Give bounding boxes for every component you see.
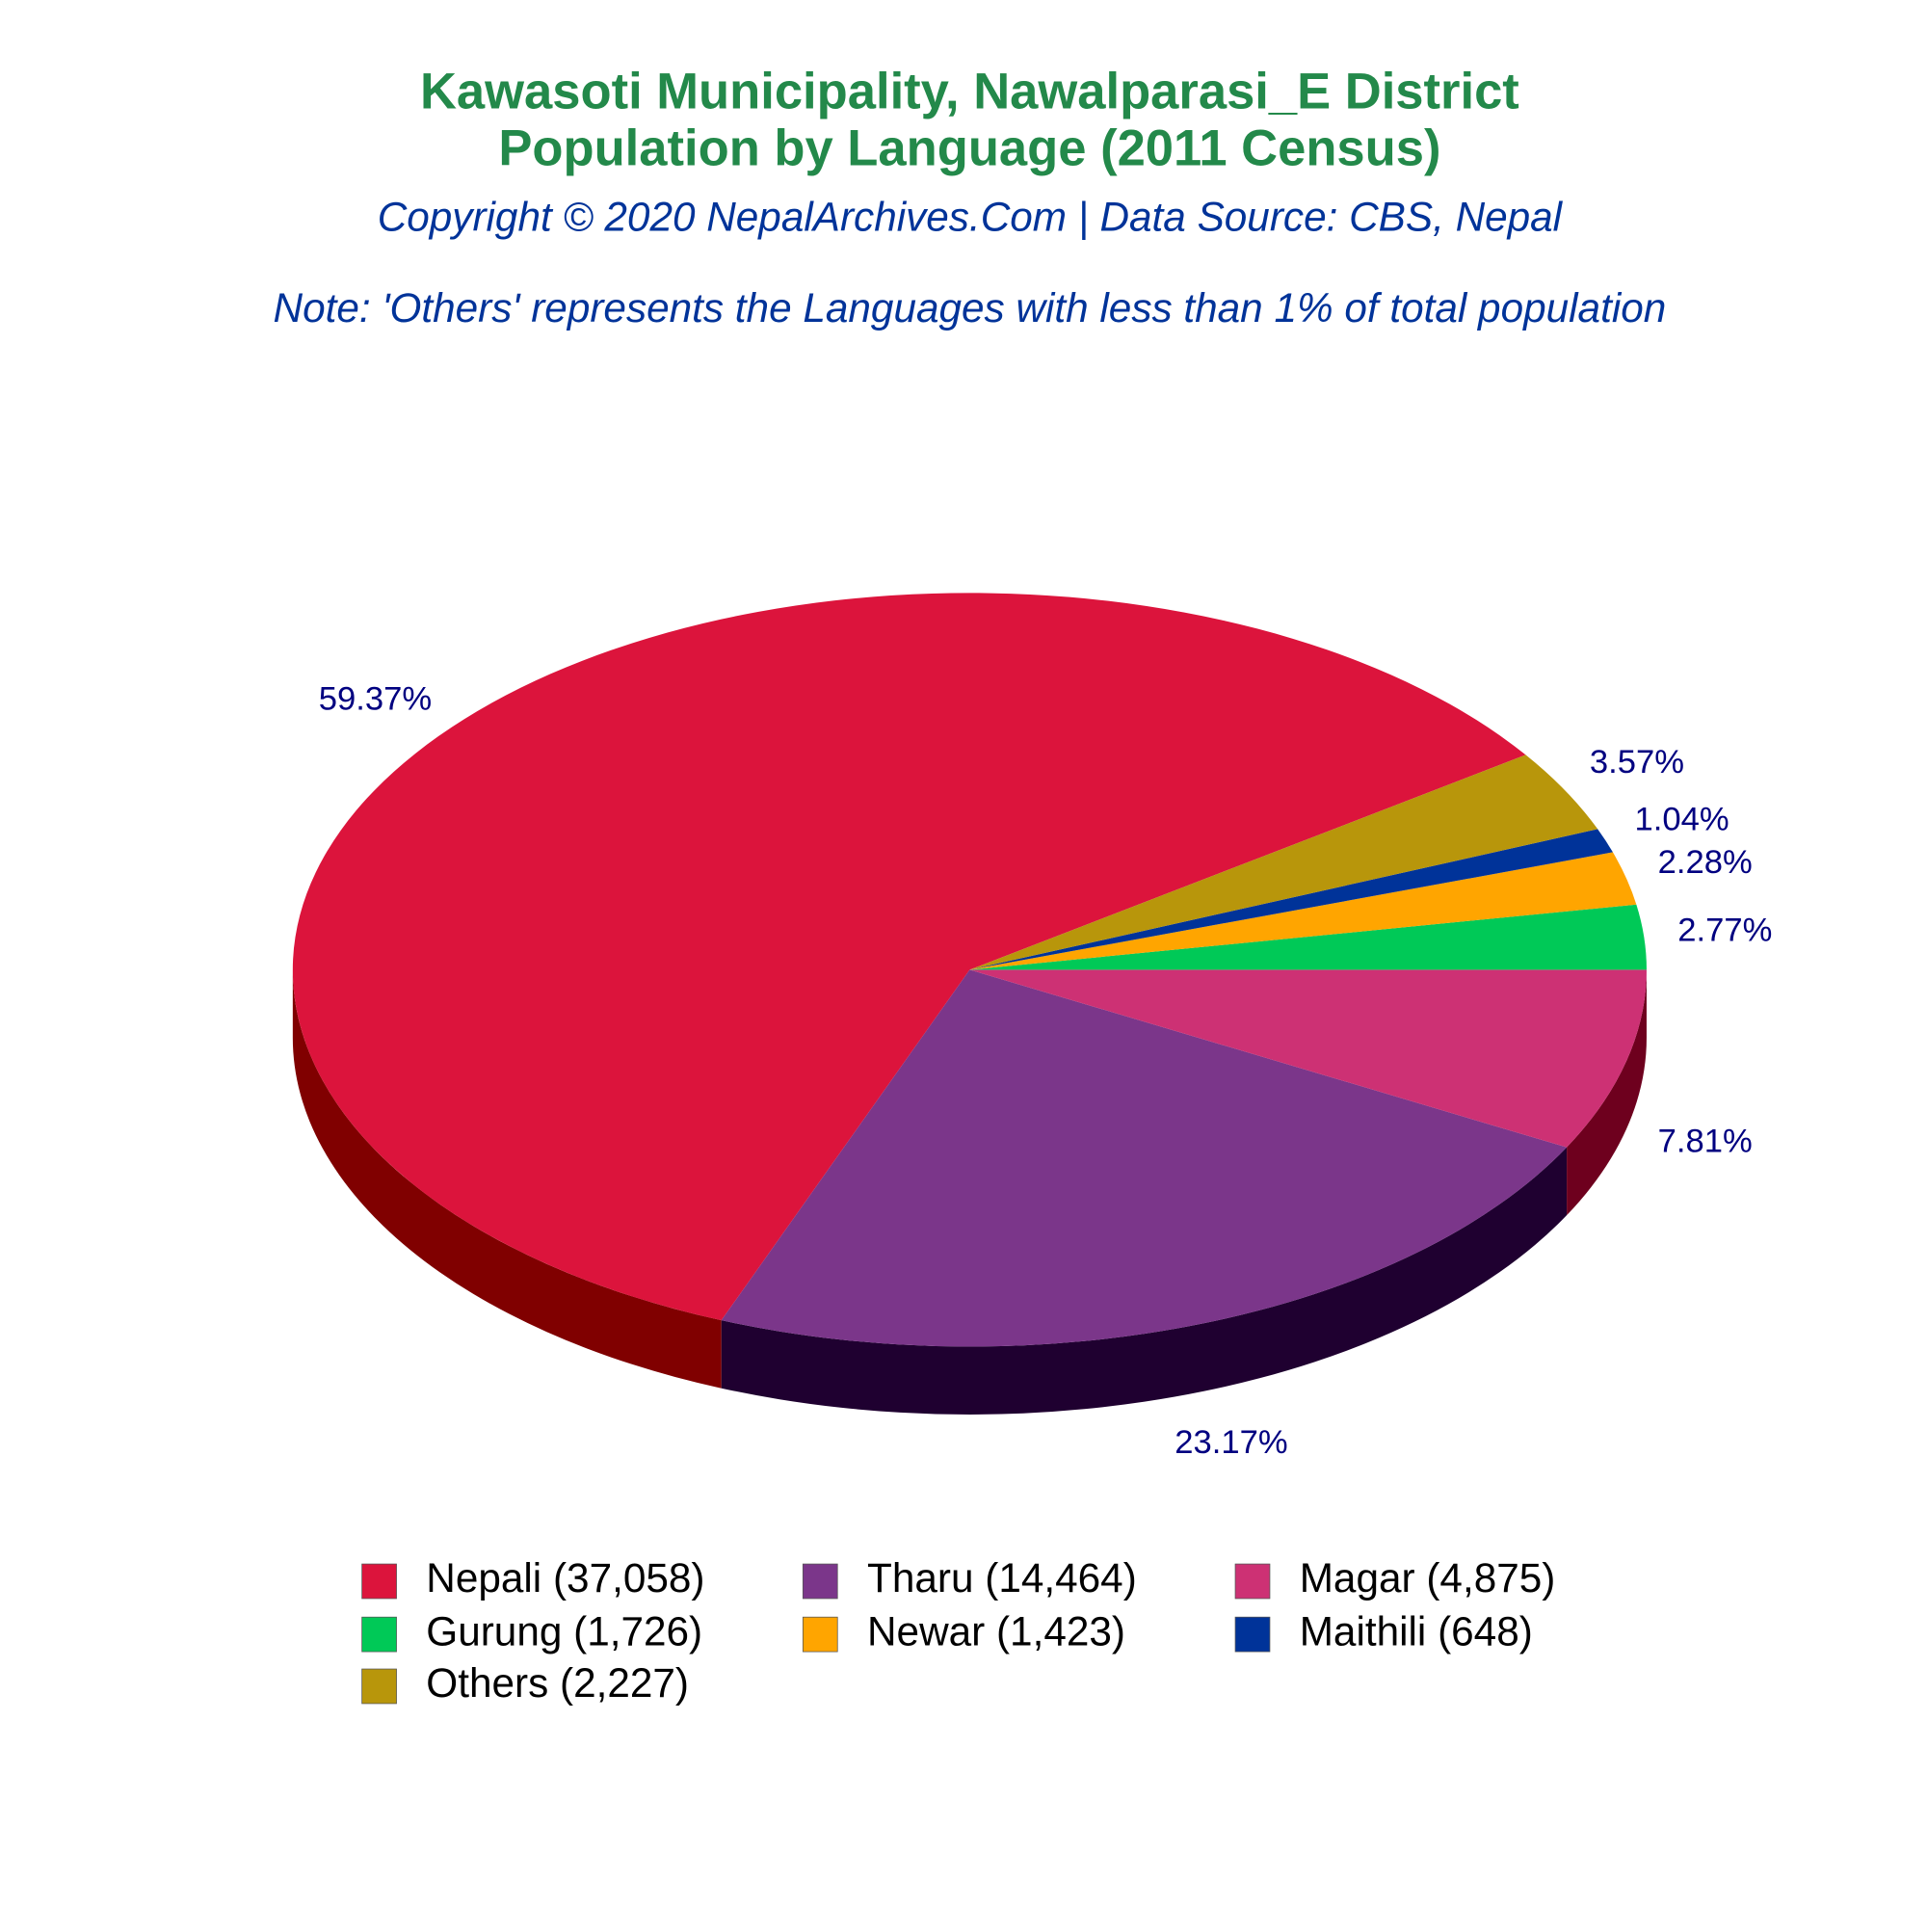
- pie-slice: [969, 969, 1647, 1148]
- pie-tops: [292, 593, 1647, 1347]
- pie-slice: [969, 904, 1647, 970]
- legend-label: Magar (4,875): [1300, 1555, 1556, 1601]
- legend-swatch: [1234, 1616, 1271, 1653]
- legend-swatch: [802, 1616, 838, 1653]
- legend-label: Newar (1,423): [867, 1608, 1125, 1654]
- legend-swatch: [802, 1563, 838, 1600]
- value-labels: 59.37% 23.17% 7.81% 2.77% 2.28% 1.04% 3.57%: [319, 680, 1773, 1461]
- pie-side: [292, 969, 722, 1389]
- pie-slice: [969, 852, 1637, 970]
- legend-swatch: [1234, 1563, 1271, 1600]
- pie-slice: [969, 829, 1613, 970]
- pie-slice: [292, 593, 1526, 1321]
- legend-label: Others (2,227): [426, 1660, 689, 1706]
- value-label: 2.77%: [1677, 912, 1772, 948]
- source-note: Copyright © 2020 NepalArchives.Com | Dat…: [378, 194, 1564, 240]
- chart-subtitle: Population by Language (2011 Census): [498, 120, 1440, 177]
- legend-swatch: [361, 1668, 397, 1705]
- pie-slice: [721, 969, 1568, 1347]
- note: Note: 'Others' represents the Languages …: [274, 285, 1667, 331]
- value-label: 3.57%: [1590, 744, 1684, 781]
- value-label: 7.81%: [1658, 1123, 1753, 1159]
- legend-label: Nepali (37,058): [426, 1555, 704, 1601]
- chart-title: Kawasoti Municipality, Nawalparasi_E Dis…: [420, 64, 1519, 120]
- legend-label: Tharu (14,464): [867, 1555, 1137, 1601]
- legend-swatch: [361, 1616, 397, 1653]
- legend-swatch: [361, 1563, 397, 1600]
- pie-slice: [969, 754, 1598, 970]
- value-label: 2.28%: [1658, 844, 1753, 881]
- value-label: 59.37%: [319, 680, 432, 717]
- legend-label: Maithili (648): [1300, 1608, 1533, 1654]
- value-label: 1.04%: [1635, 801, 1729, 837]
- pie-side: [1567, 969, 1647, 1216]
- pie-side: [721, 1147, 1568, 1415]
- legend: Nepali (37,058) Tharu (14,464) Magar (4,87…: [361, 1555, 1556, 1706]
- pie-sides: [292, 969, 1647, 1415]
- value-label: 23.17%: [1175, 1424, 1287, 1461]
- legend-label: Gurung (1,726): [426, 1608, 702, 1654]
